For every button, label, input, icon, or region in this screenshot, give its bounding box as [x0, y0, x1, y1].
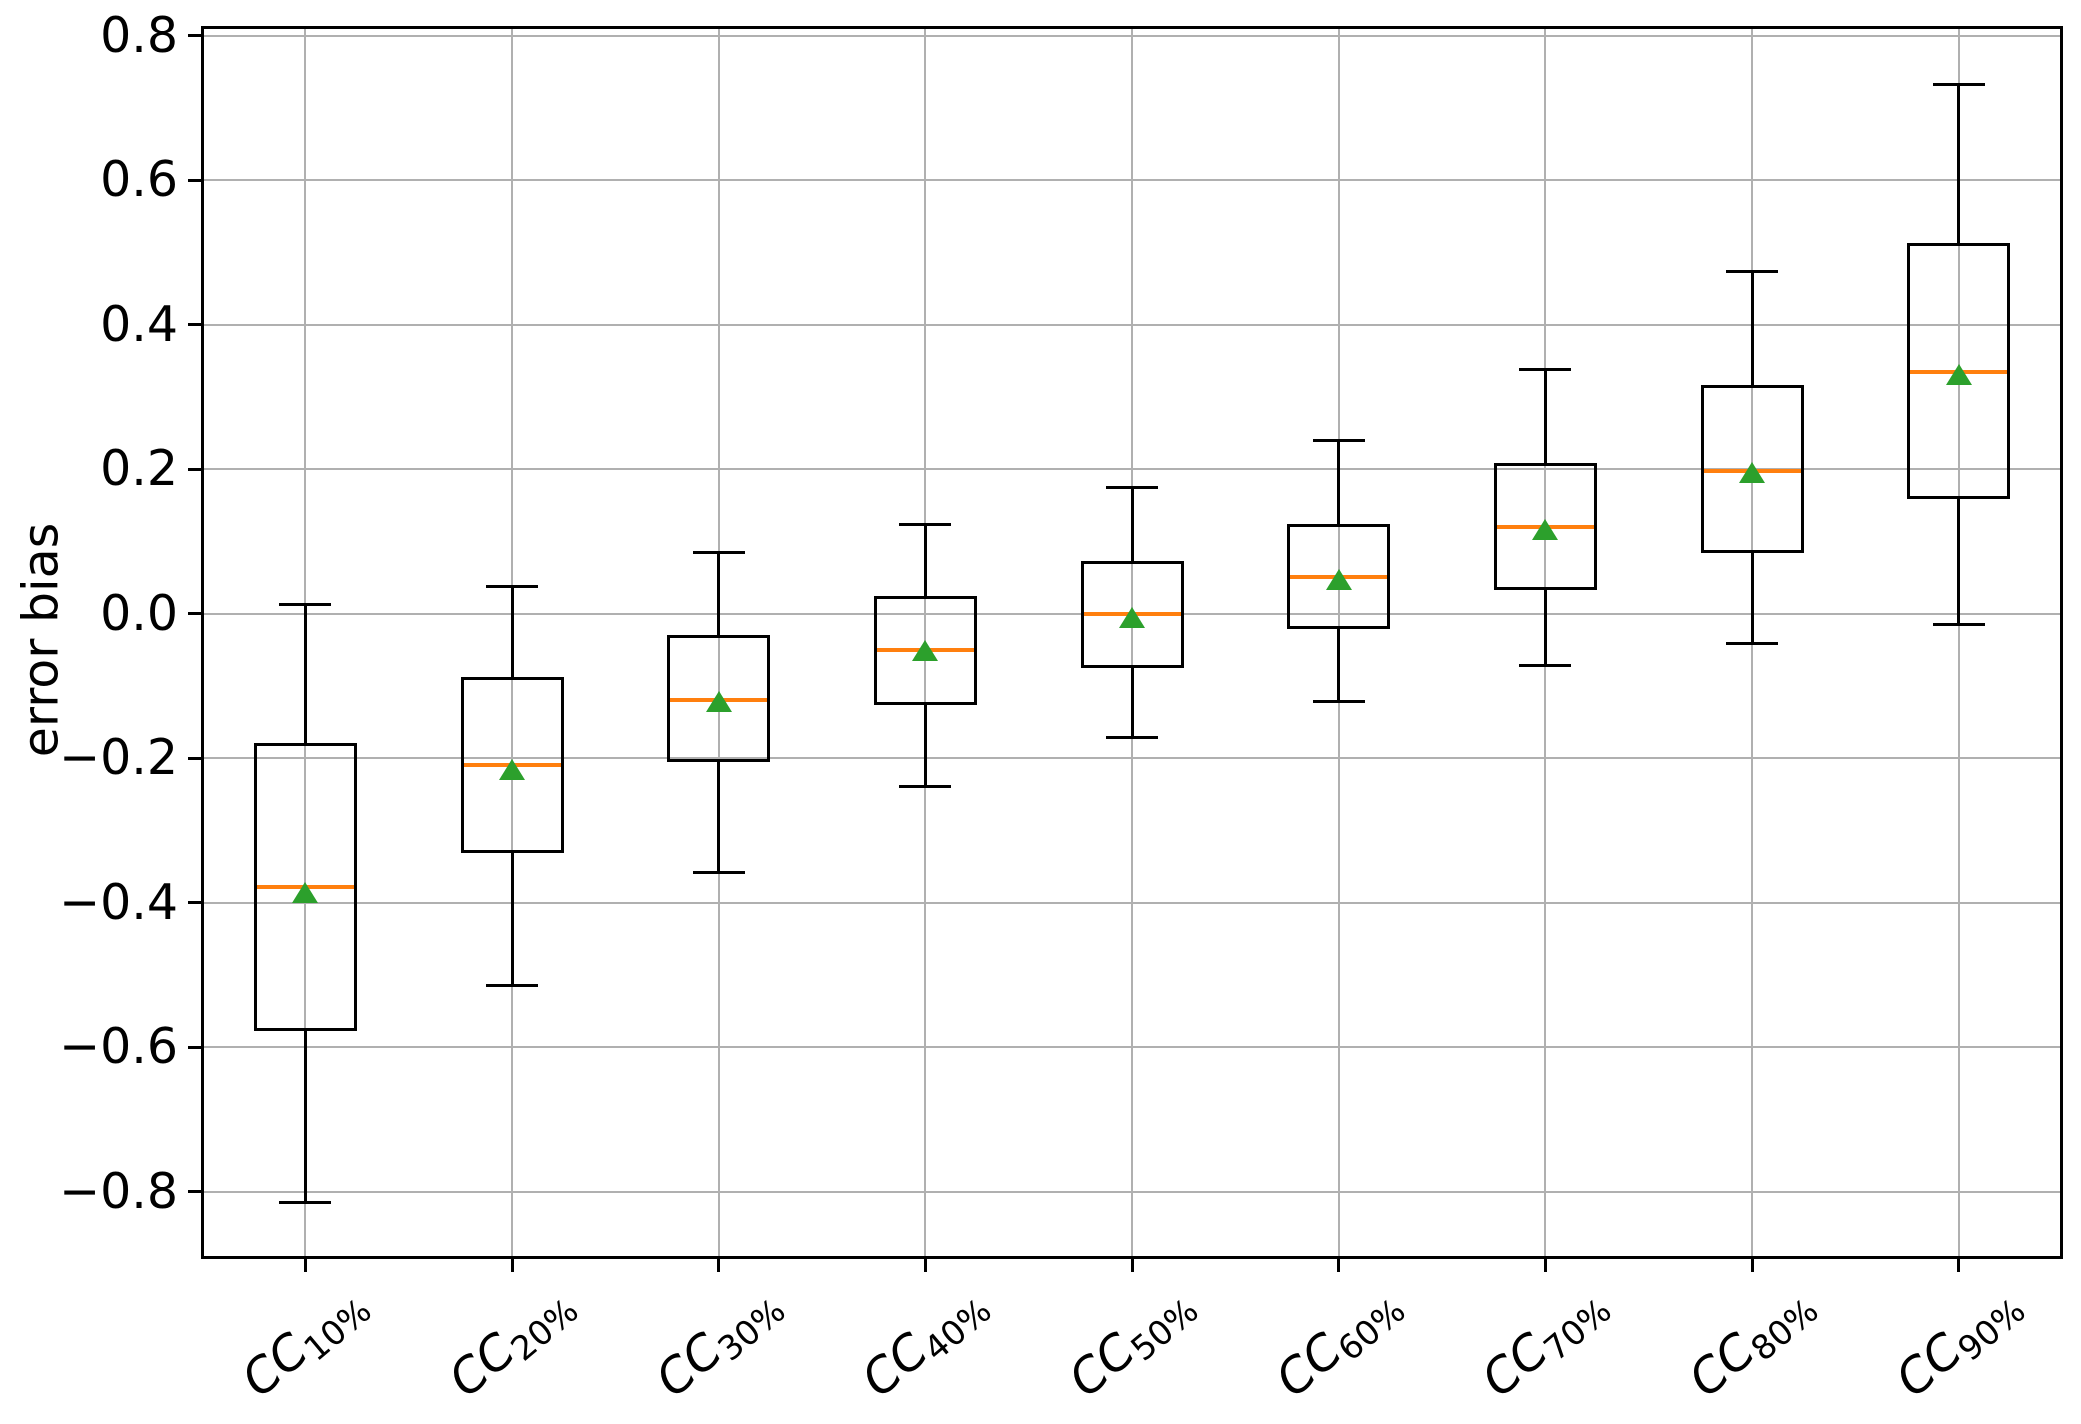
x-tick [1543, 1258, 1547, 1272]
box [460, 677, 564, 854]
x-tick-label-text: CC70% [1472, 1274, 1619, 1411]
lower-whisker-cap [692, 871, 745, 875]
lower-whisker-line [1130, 667, 1134, 738]
lower-whisker-cap [1932, 622, 1985, 626]
upper-whisker-line [1957, 84, 1961, 243]
upper-whisker-line [717, 552, 721, 635]
upper-whisker-line [1543, 369, 1547, 464]
lower-whisker-line [510, 853, 514, 986]
lower-whisker-cap [1106, 736, 1158, 740]
upper-whisker-line [1750, 271, 1754, 385]
upper-whisker-cap [279, 603, 332, 607]
mean-marker [912, 639, 939, 661]
box [1287, 524, 1391, 630]
mean-marker [1325, 569, 1352, 591]
mean-marker [499, 759, 525, 781]
x-tick-label-text: CC60% [1265, 1274, 1412, 1411]
y-tick-label: −0.8 [59, 1162, 178, 1220]
upper-whisker-line [1337, 440, 1341, 524]
x-tick [1750, 1258, 1754, 1272]
mean-marker [705, 691, 732, 713]
y-tick [188, 178, 202, 182]
lower-whisker-line [1957, 498, 1961, 625]
mean-marker [1739, 461, 1765, 483]
upper-whisker-line [923, 524, 927, 597]
lower-whisker-cap [1312, 699, 1365, 703]
upper-whisker-cap [1932, 83, 1985, 87]
x-tick [1337, 1258, 1341, 1272]
y-tick [188, 1045, 202, 1049]
lower-whisker-line [1543, 589, 1547, 666]
lower-whisker-line [717, 761, 721, 873]
plot-frame [201, 26, 2063, 1259]
y-tick-label: 0.6 [100, 151, 178, 209]
x-tick-label-text: CC40% [852, 1274, 999, 1411]
x-tick [717, 1258, 721, 1272]
y-tick-label: 0.4 [100, 295, 178, 353]
y-tick [188, 756, 202, 760]
lower-whisker-line [1750, 552, 1754, 644]
box [1700, 384, 1804, 553]
box [1907, 243, 2011, 499]
box [873, 596, 977, 705]
mean-marker [1945, 363, 1972, 385]
x-tick [1957, 1258, 1961, 1272]
lower-whisker-cap [279, 1200, 332, 1204]
lower-whisker-line [1337, 629, 1341, 701]
x-tick-label-text: CC80% [1678, 1274, 1825, 1411]
upper-whisker-cap [692, 550, 745, 554]
upper-whisker-cap [1726, 270, 1778, 274]
upper-whisker-line [303, 604, 307, 743]
mean-marker [292, 881, 319, 903]
x-tick-label-text: CC20% [438, 1274, 585, 1411]
upper-whisker-cap [899, 522, 952, 526]
y-tick-label: −0.2 [59, 729, 178, 787]
y-tick-label: 0.2 [100, 440, 178, 498]
y-tick-label: 0.0 [100, 584, 178, 642]
x-tick-label-text: CC90% [1885, 1274, 2032, 1411]
y-tick-label: −0.4 [59, 873, 178, 931]
y-axis-label: error bias [12, 522, 70, 758]
x-tick [303, 1258, 307, 1272]
x-tick-label-text: CC50% [1058, 1274, 1205, 1411]
y-tick-label: −0.6 [59, 1018, 178, 1076]
v-gridline [717, 27, 720, 1258]
box [253, 742, 357, 1032]
upper-whisker-cap [1106, 486, 1158, 490]
lower-whisker-line [923, 704, 927, 787]
y-tick [188, 1190, 202, 1194]
y-tick-label: 0.8 [100, 6, 178, 64]
v-gridline [1957, 27, 1960, 1258]
x-tick-label-text: CC30% [645, 1274, 792, 1411]
mean-marker [1119, 607, 1145, 629]
lower-whisker-cap [1726, 642, 1778, 646]
mean-marker [1532, 519, 1559, 541]
y-tick [188, 901, 202, 905]
x-tick-label-text: CC10% [232, 1274, 379, 1411]
upper-whisker-cap [1312, 439, 1365, 443]
box [1493, 463, 1597, 590]
upper-whisker-cap [1519, 367, 1572, 371]
y-tick [188, 467, 202, 471]
upper-whisker-line [510, 586, 514, 678]
v-gridline [1131, 27, 1133, 1258]
y-tick [188, 323, 202, 327]
lower-whisker-cap [899, 785, 952, 789]
x-tick [923, 1258, 927, 1272]
x-tick [510, 1258, 514, 1272]
upper-whisker-line [1130, 487, 1134, 561]
box [667, 634, 771, 762]
y-tick [188, 612, 202, 616]
lower-whisker-cap [1519, 664, 1572, 668]
upper-whisker-cap [486, 584, 538, 588]
box [1080, 560, 1184, 668]
x-tick [1130, 1258, 1134, 1272]
y-tick [188, 34, 202, 38]
lower-whisker-cap [486, 984, 538, 988]
lower-whisker-line [303, 1031, 307, 1203]
